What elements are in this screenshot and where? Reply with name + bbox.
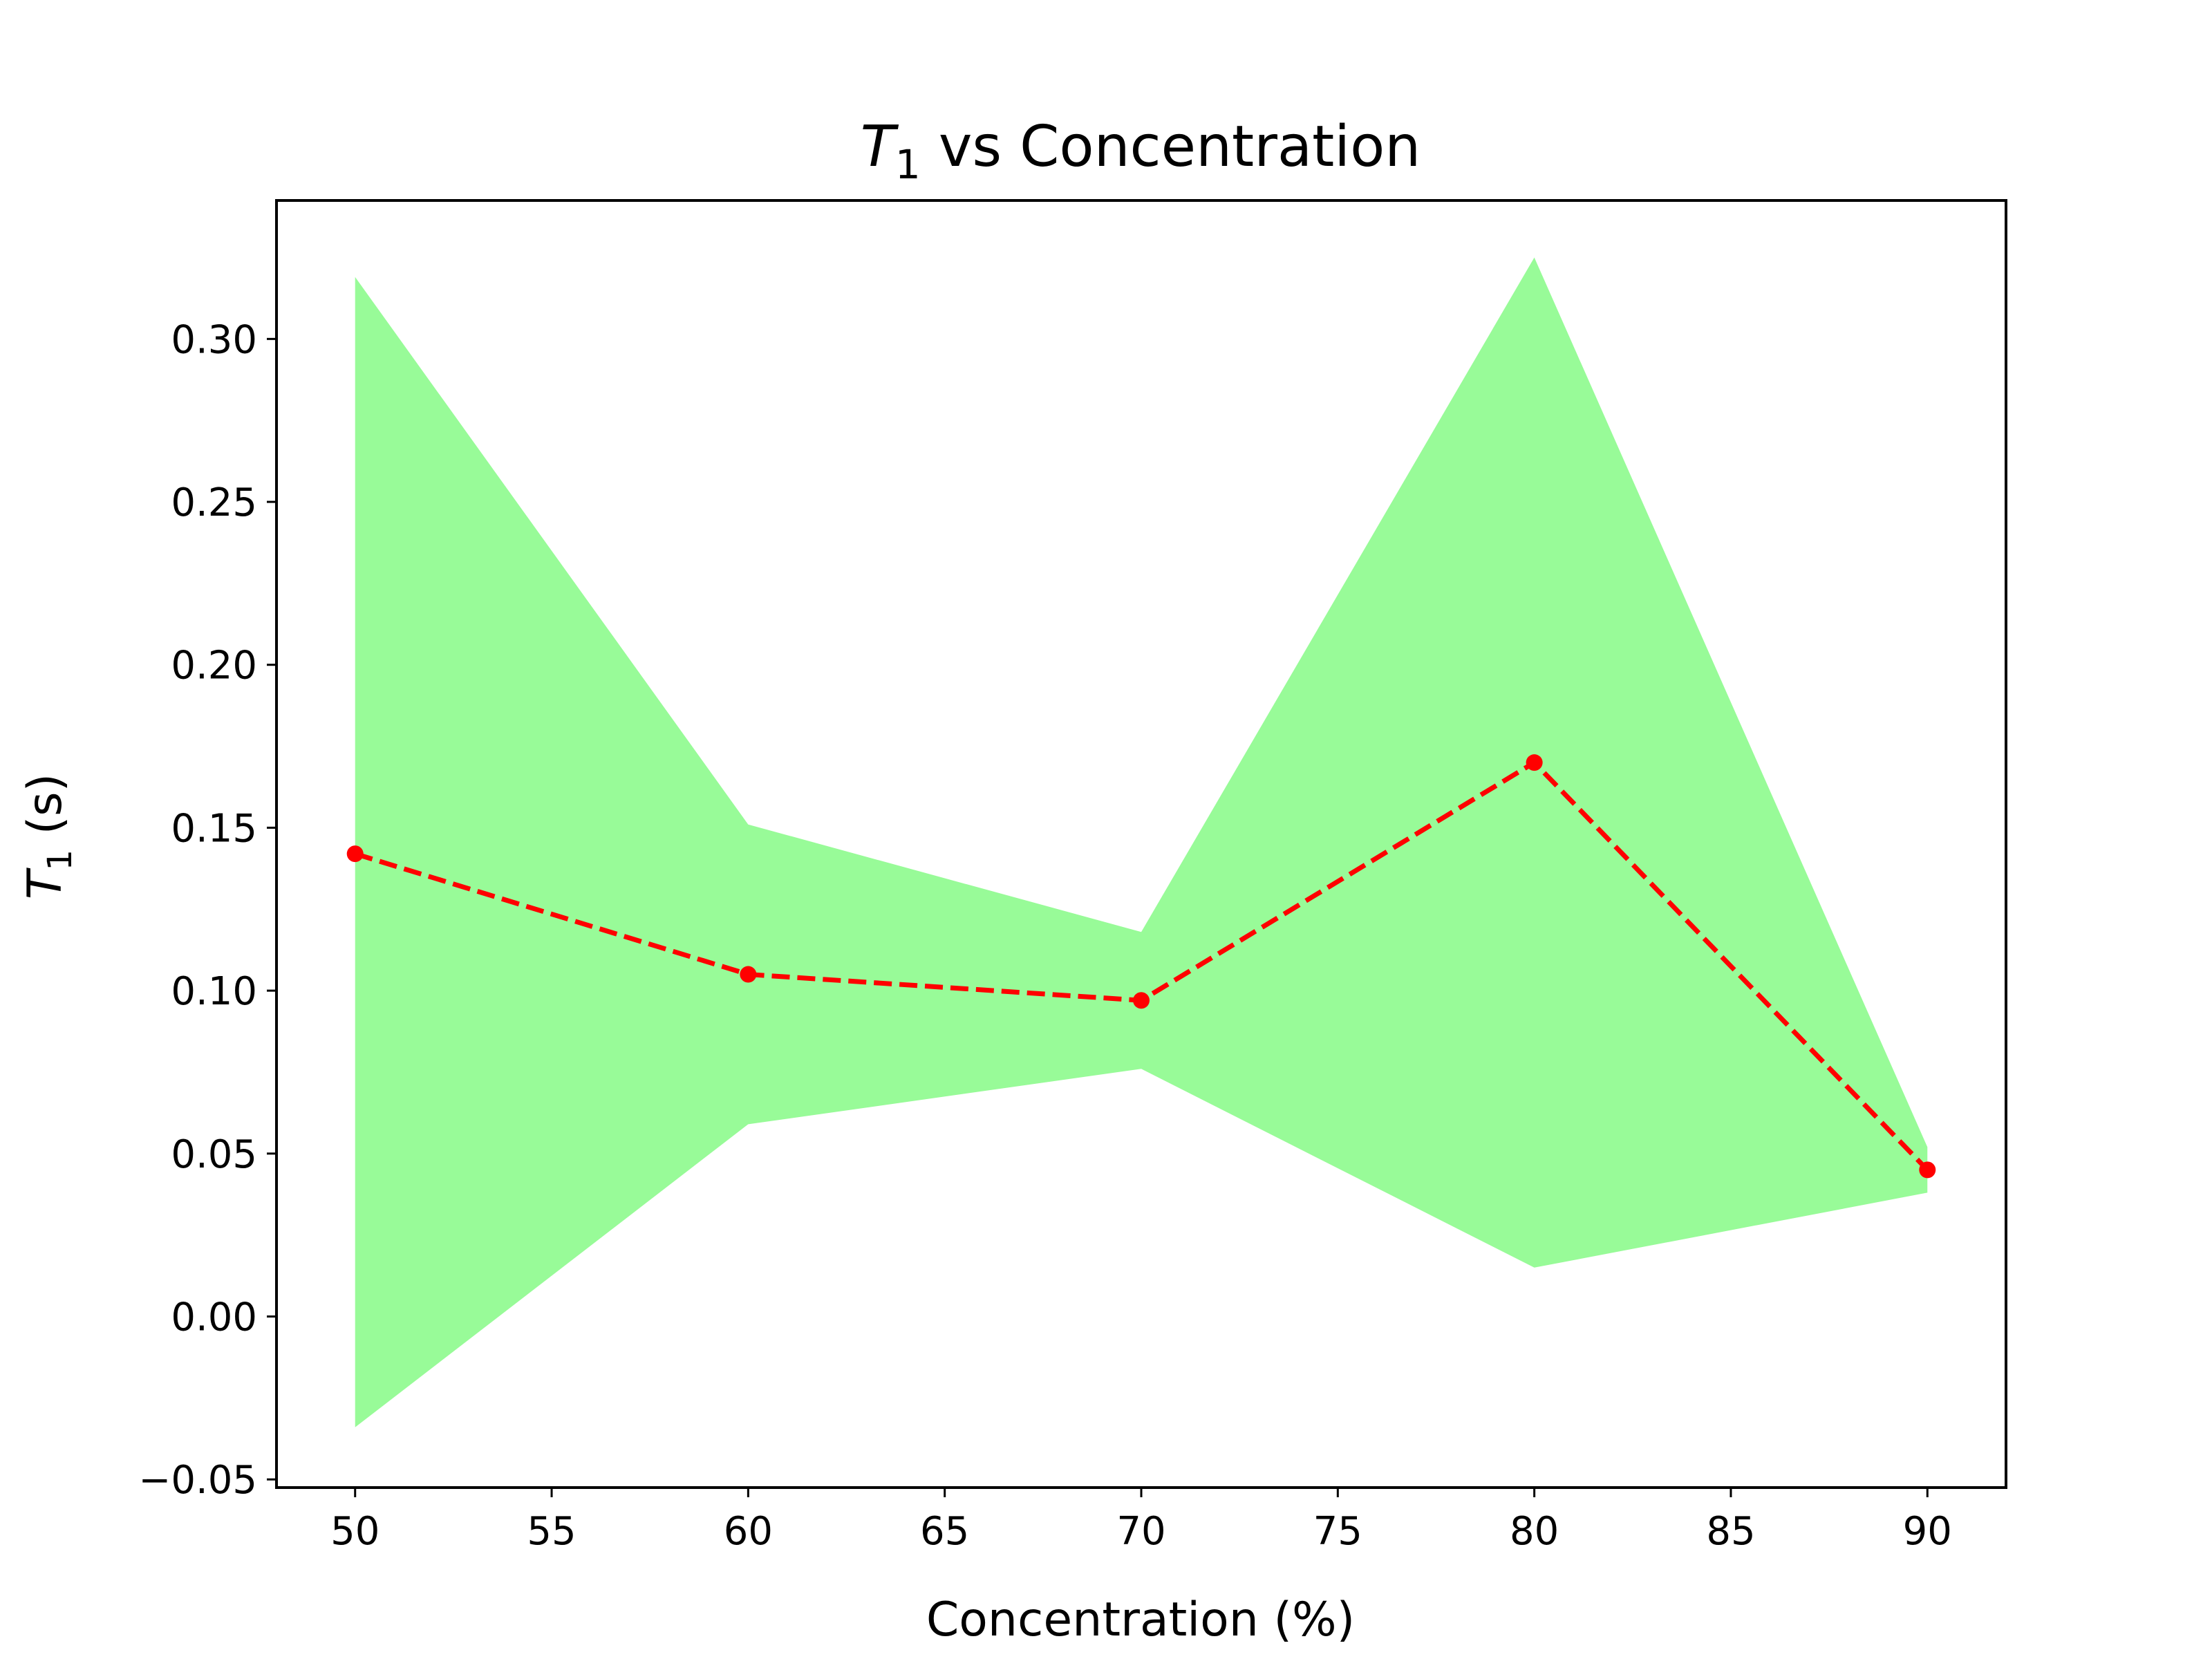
data-point xyxy=(346,845,364,863)
y-axis-label: T1 (s) xyxy=(18,774,79,899)
y-tick-label: 0.05 xyxy=(171,1132,257,1177)
x-tick-label: 50 xyxy=(330,1509,379,1554)
x-tick-label: 70 xyxy=(1116,1509,1165,1554)
x-tick-label: 60 xyxy=(724,1509,773,1554)
ylabel-rest: (s) xyxy=(18,774,73,850)
y-tick-label: 0.15 xyxy=(171,806,257,851)
x-tick-label: 90 xyxy=(1903,1509,1952,1554)
data-point xyxy=(1919,1161,1936,1179)
y-tick-label: 0.10 xyxy=(171,969,257,1014)
title-subscript: 1 xyxy=(895,141,921,188)
y-tick-label: 0.25 xyxy=(171,480,257,525)
y-tick-label: 0.30 xyxy=(171,317,257,362)
x-axis-label: Concentration (%) xyxy=(926,1593,1355,1647)
x-tick-label: 55 xyxy=(527,1509,576,1554)
ylabel-symbol: T xyxy=(18,868,73,899)
band-area xyxy=(355,257,1928,1427)
x-tick-label: 75 xyxy=(1313,1509,1362,1554)
title-rest: vs Concentration xyxy=(921,114,1421,180)
y-tick-label: 0.20 xyxy=(171,644,257,688)
y-tick-label: −0.05 xyxy=(138,1458,257,1503)
data-point xyxy=(740,966,757,983)
data-point xyxy=(1526,754,1543,771)
x-axis-ticks: 50 55 60 65 70 75 80 85 90 xyxy=(330,1488,1952,1554)
series-marker-layer xyxy=(346,754,1936,1179)
x-tick-label: 65 xyxy=(920,1509,969,1554)
data-point xyxy=(1133,992,1150,1009)
x-tick-label: 85 xyxy=(1706,1509,1755,1554)
y-tick-label: 0.00 xyxy=(171,1295,257,1340)
confidence-band xyxy=(355,257,1928,1427)
title-symbol: T xyxy=(861,114,899,180)
y-axis-ticks: −0.05 0.00 0.05 0.10 0.15 0.20 0.25 0.30 xyxy=(138,317,276,1503)
ylabel-subscript: 1 xyxy=(41,850,79,871)
x-tick-label: 80 xyxy=(1510,1509,1559,1554)
chart-title: T1 vs Concentration xyxy=(861,114,1421,188)
